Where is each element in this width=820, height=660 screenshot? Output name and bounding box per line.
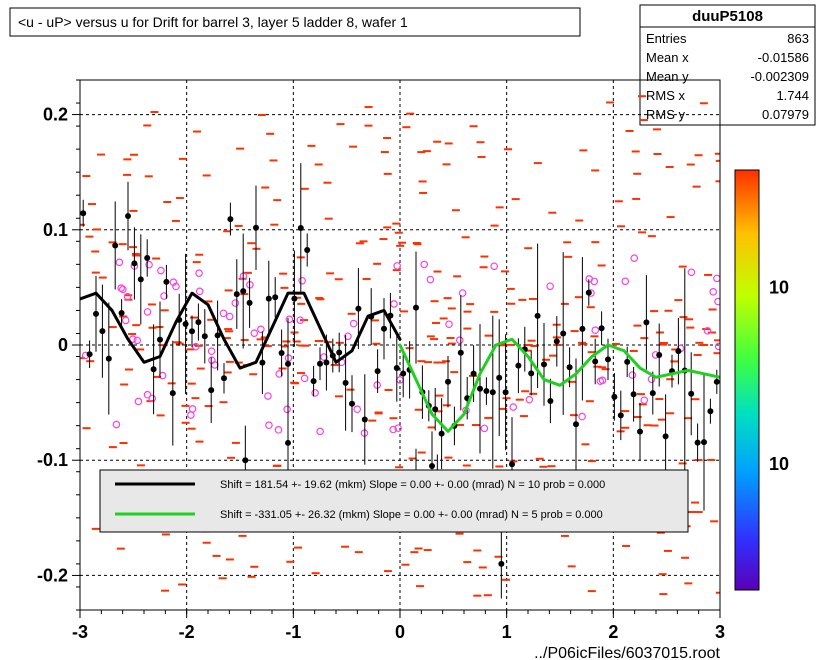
stats-value: 0.07979 [762,107,809,122]
root-plot: <u - uP> versus u for Drift for barrel 3… [0,0,820,660]
colorbar-label: 10 [769,454,789,474]
x-tick-label: 3 [715,622,725,642]
stats-value: -0.002309 [750,69,809,84]
stats-label: Mean x [646,50,689,65]
plot-title: <u - uP> versus u for Drift for barrel 3… [18,14,408,30]
stats-label: Entries [646,31,687,46]
y-tick-label: -0.1 [37,450,68,470]
stats-value: 863 [787,31,809,46]
legend-text: Shift = 181.54 +- 19.62 (mkm) Slope = 0.… [220,479,605,491]
colorbar [735,170,759,590]
x-tick-label: 1 [502,622,512,642]
x-tick-label: -1 [285,622,301,642]
stats-label: RMS x [646,88,686,103]
stats-value: -0.01586 [758,50,809,65]
y-tick-label: 0 [58,335,68,355]
x-tick-label: 2 [608,622,618,642]
x-tick-label: -3 [72,622,88,642]
x-tick-label: -2 [179,622,195,642]
stats-value: 1.744 [776,88,809,103]
stats-label: Mean y [646,69,689,84]
x-tick-label: 0 [395,622,405,642]
y-tick-label: 0.2 [43,105,68,125]
y-tick-label: -0.2 [37,565,68,585]
file-label: ../P06icFiles/6037015.root [534,645,720,660]
colorbar-label: 10 [769,278,789,298]
y-tick-label: 0.1 [43,220,68,240]
plot-area: Shift = 181.54 +- 19.62 (mkm) Slope = 0.… [77,80,724,610]
legend-text: Shift = -331.05 +- 26.32 (mkm) Slope = 0… [220,509,603,521]
stats-name: duuP5108 [692,8,763,25]
